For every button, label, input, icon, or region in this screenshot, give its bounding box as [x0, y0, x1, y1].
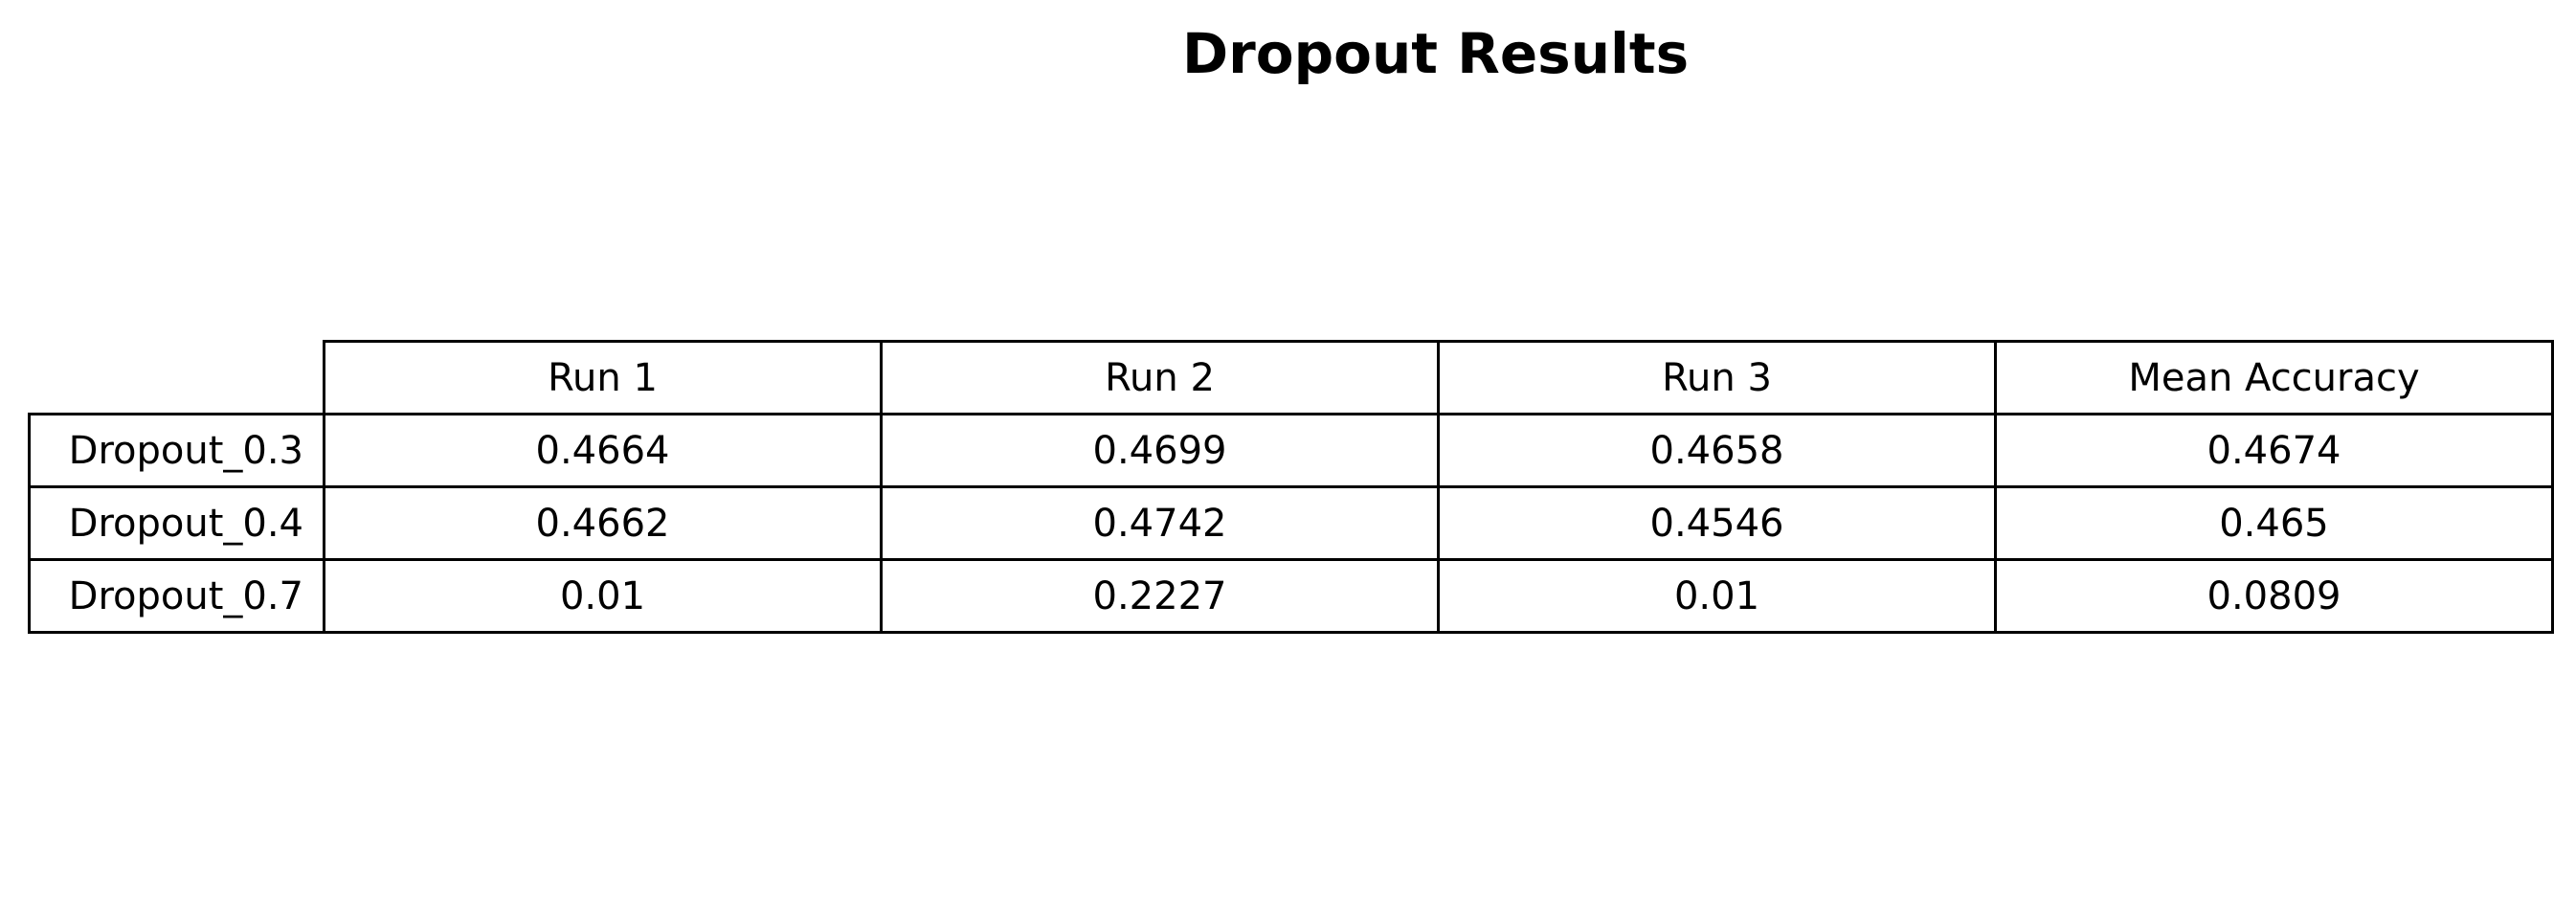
row-label: Dropout_0.3 [28, 413, 325, 488]
table-cell: 0.465 [1994, 485, 2554, 561]
table-cell: 0.4742 [880, 485, 1440, 561]
chart-title: Dropout Results [1182, 21, 1690, 86]
table-cell: 0.4664 [323, 413, 883, 488]
row-label: Dropout_0.7 [28, 558, 325, 634]
column-header: Run 1 [323, 340, 883, 415]
column-header: Run 3 [1437, 340, 1997, 415]
table-cell: 0.4699 [880, 413, 1440, 488]
table-cell: 0.4674 [1994, 413, 2554, 488]
table-cell: 0.4658 [1437, 413, 1997, 488]
row-label: Dropout_0.4 [28, 485, 325, 561]
column-header: Run 2 [880, 340, 1440, 415]
table-cell: 0.01 [1437, 558, 1997, 634]
table-cell: 0.01 [323, 558, 883, 634]
table-cell: 0.2227 [880, 558, 1440, 634]
table-cell: 0.4662 [323, 485, 883, 561]
column-header: Mean Accuracy [1994, 340, 2554, 415]
table-cell: 0.4546 [1437, 485, 1997, 561]
table-cell: 0.0809 [1994, 558, 2554, 634]
